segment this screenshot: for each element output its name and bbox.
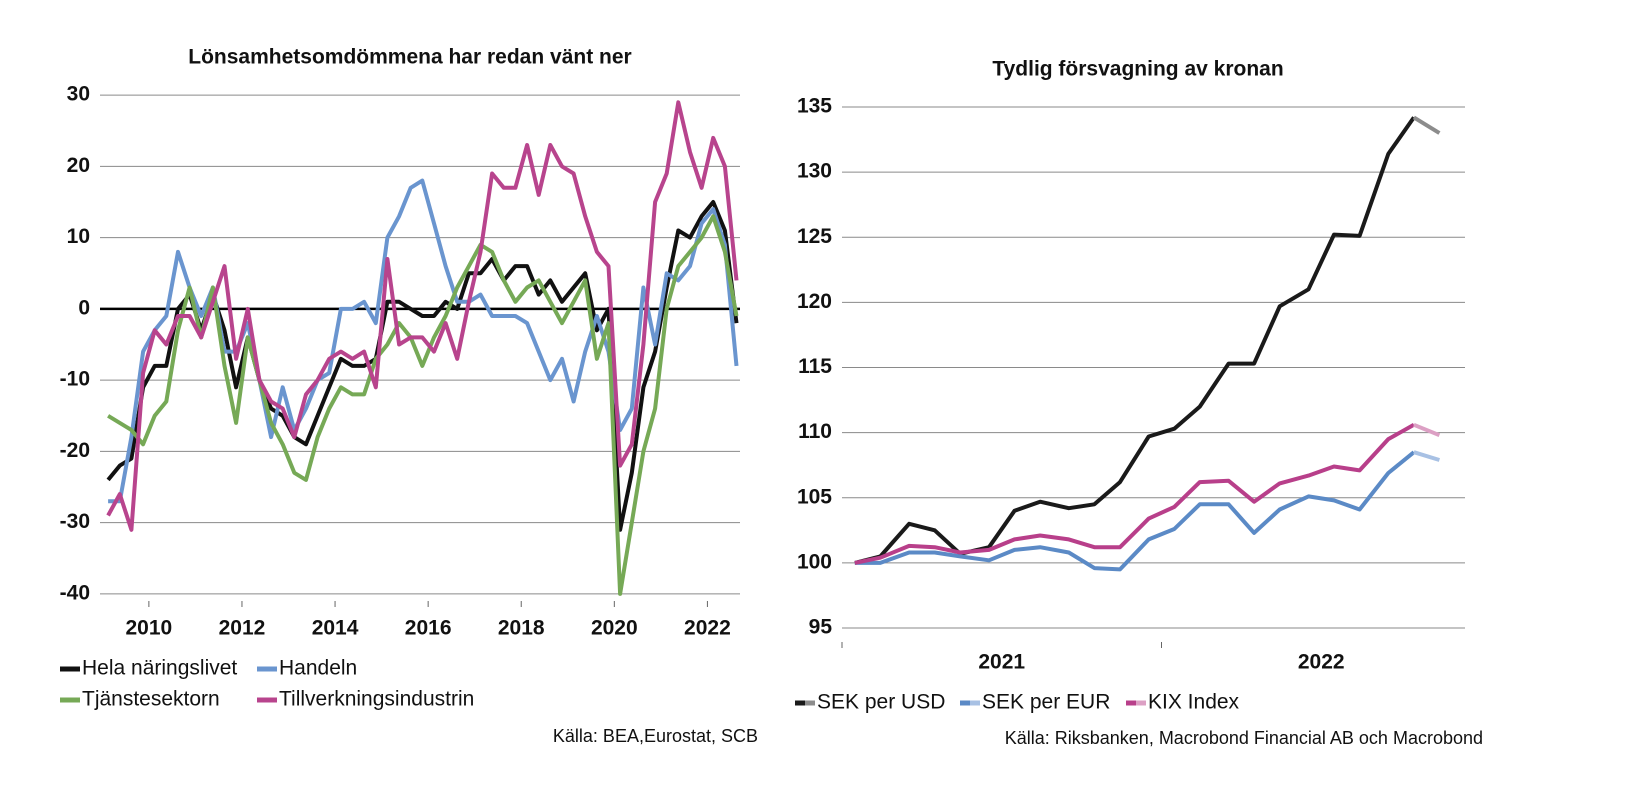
y-tick-label: 95 [809,616,833,639]
chart-title: Lönsamhetsomdömmena har redan vänt ner [188,46,631,69]
legend-label: Tjänstesektorn [82,688,220,711]
y-tick-label: 105 [797,485,832,508]
series-line [854,450,1416,572]
legend-label: Handeln [279,657,357,680]
source-note: Källa: BEA,Eurostat, SCB [553,726,758,746]
series-line [106,100,739,532]
legend-label: SEK per EUR [982,691,1110,714]
series-line [1413,450,1440,462]
legend-label: KIX Index [1148,691,1240,714]
x-tick-label: 2021 [978,651,1025,674]
x-tick-label: 2022 [684,617,731,640]
y-tick-label: 100 [797,550,832,573]
series-line [854,423,1415,565]
x-tick-label: 2014 [312,617,359,640]
series-line [1413,422,1441,438]
y-tick-label: -30 [60,510,90,533]
y-tick-label: 10 [67,225,90,248]
source-note: Källa: Riksbanken, Macrobond Financial A… [1005,728,1483,748]
legend-label: Hela näringslivet [82,657,237,680]
y-tick-label: 130 [797,160,832,183]
legend-label: Tillverkningsindustrin [279,688,474,711]
y-tick-label: 125 [797,225,832,248]
y-tick-label: 20 [67,154,90,177]
x-tick-label: 2018 [498,617,545,640]
y-tick-label: 0 [78,296,90,319]
y-tick-label: 120 [797,290,832,313]
x-tick-label: 2022 [1298,651,1345,674]
chart-title: Tydlig försvagning av kronan [992,58,1283,81]
series-line [1412,115,1441,135]
legend-label: SEK per USD [817,691,945,714]
y-tick-label: -20 [60,439,90,462]
x-tick-label: 2016 [405,617,452,640]
y-tick-label: -10 [60,368,90,391]
series-line [854,116,1416,565]
y-tick-label: 115 [798,355,832,378]
x-tick-label: 2020 [591,617,638,640]
y-tick-label: -40 [60,581,90,604]
series-line [107,214,739,596]
y-tick-label: 30 [67,83,90,106]
y-tick-label: 110 [798,420,832,443]
x-tick-label: 2010 [126,617,173,640]
x-tick-label: 2012 [219,617,266,640]
y-tick-label: 135 [797,95,832,118]
